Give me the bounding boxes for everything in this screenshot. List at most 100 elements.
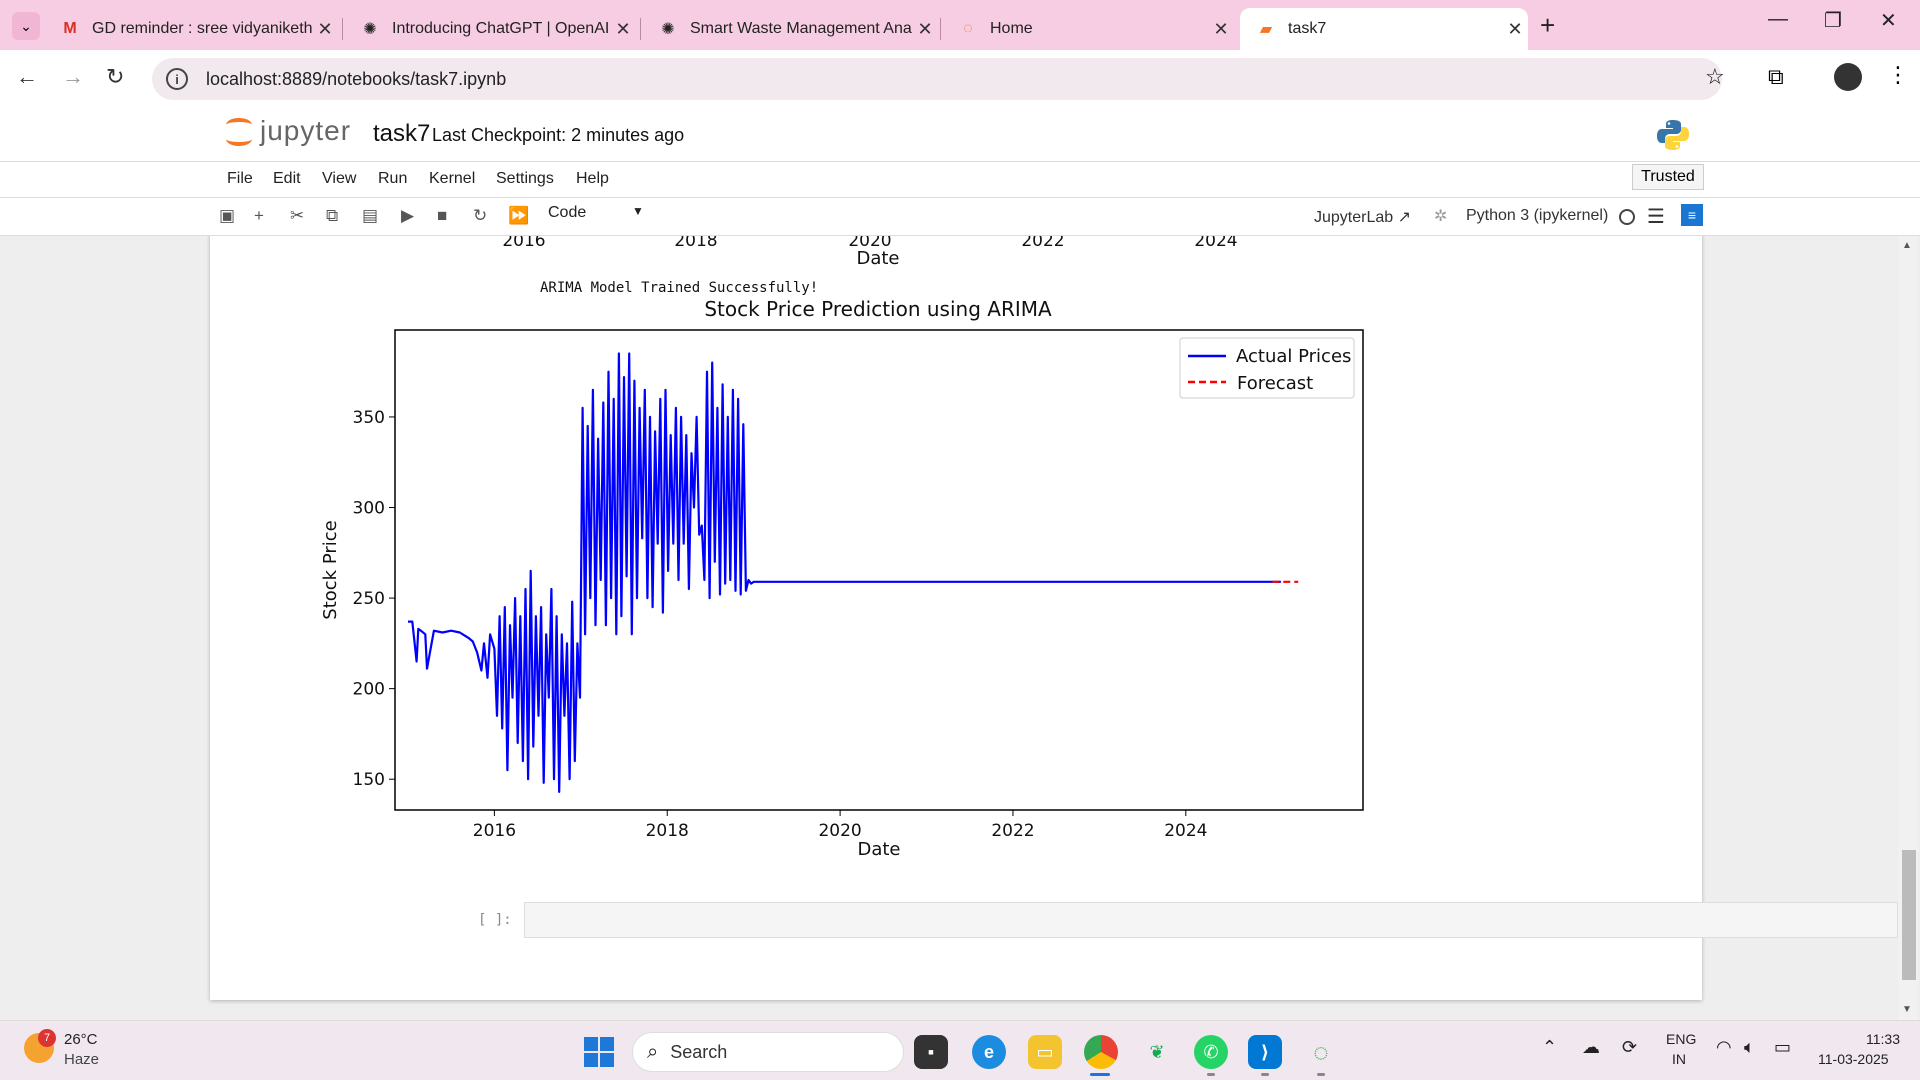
prev-x-axis-label: Date	[856, 248, 899, 266]
language-indicator[interactable]: ENG	[1666, 1031, 1697, 1047]
restart-icon[interactable]: ↻	[473, 206, 488, 225]
jupyter-menubar: File Edit View Run Kernel Settings Help …	[0, 162, 1920, 198]
add-cell-icon[interactable]: +	[254, 206, 264, 225]
minimize-button[interactable]: —	[1768, 8, 1788, 31]
edge-icon[interactable]: e	[972, 1035, 1006, 1069]
tab-openai[interactable]: ✺ Introducing ChatGPT | OpenAI ✕	[344, 8, 636, 50]
kernel-name[interactable]: Python 3 (ipykernel)	[1466, 207, 1609, 224]
prev-tick-label: 2020	[848, 236, 891, 251]
table-of-contents-icon[interactable]: ≡	[1681, 204, 1703, 226]
menu-help[interactable]: Help	[576, 170, 609, 187]
jupyter-logo-icon	[224, 114, 254, 148]
cell-type-select[interactable]: Code ▼	[548, 204, 644, 221]
series-line-actual-prices	[408, 352, 1281, 793]
info-icon[interactable]: i	[166, 68, 188, 90]
tab-chatgpt[interactable]: ✺ Smart Waste Management Anal ✕	[642, 8, 938, 50]
tab-search-button[interactable]: ⌄	[12, 12, 40, 40]
start-button[interactable]	[584, 1037, 614, 1067]
chrome-icon[interactable]	[1084, 1035, 1118, 1069]
menu-kernel[interactable]: Kernel	[429, 170, 476, 187]
close-icon[interactable]: ✕	[1507, 18, 1523, 39]
restore-button[interactable]: ❐	[1824, 8, 1842, 33]
reload-button[interactable]: ↻	[106, 64, 124, 90]
cloud-icon[interactable]: ☁	[1582, 1037, 1600, 1057]
weather-temperature[interactable]: 26°C	[64, 1031, 98, 1048]
address-bar[interactable]: i localhost:8889/notebooks/task7.ipynb	[152, 58, 1722, 100]
notebook-area[interactable]: 2016 2018 2020 2022 2024 Date ARIMA Mode…	[0, 236, 1920, 1020]
clock-time[interactable]: 11:33	[1866, 1031, 1900, 1047]
windows-taskbar: 7 26°C Haze ⌕ Search ▪ e ▭ ❦ ✆ ⟩ ◌ ⌃ ☁ ⟳…	[0, 1020, 1920, 1080]
menu-run[interactable]: Run	[378, 170, 408, 187]
x-axis-label: Date	[857, 839, 900, 860]
more-vertical-icon[interactable]: ⋮	[1887, 62, 1909, 87]
save-icon[interactable]: ▣	[219, 206, 236, 225]
copy-icon[interactable]: ⧉	[326, 206, 339, 225]
url-text: localhost:8889/notebooks/task7.ipynb	[206, 68, 507, 89]
region-indicator[interactable]: IN	[1672, 1051, 1686, 1067]
stop-icon[interactable]: ■	[437, 206, 448, 225]
prev-tick-label: 2018	[674, 236, 717, 251]
menu-file[interactable]: File	[227, 170, 253, 187]
scroll-up-icon[interactable]: ▲	[1902, 240, 1912, 251]
menu-list-icon[interactable]: ☰	[1647, 206, 1665, 228]
clock-date[interactable]: 11-03-2025	[1818, 1051, 1889, 1067]
volume-icon[interactable]: 🔈︎	[1744, 1037, 1755, 1057]
cut-icon[interactable]: ✂	[290, 206, 305, 225]
close-icon[interactable]: ✕	[615, 18, 631, 39]
file-explorer-dark-icon[interactable]: ▪	[914, 1035, 948, 1069]
y-tick-label: 150	[353, 770, 385, 790]
scrollbar-thumb[interactable]	[1902, 850, 1916, 980]
close-icon[interactable]: ✕	[317, 18, 333, 39]
browser-toolbar: ← → ↻ i localhost:8889/notebooks/task7.i…	[0, 50, 1920, 108]
run-icon[interactable]: ▶	[401, 206, 415, 225]
spinner-app-icon[interactable]: ◌	[1313, 1036, 1329, 1067]
paste-icon[interactable]: ▤	[362, 206, 379, 225]
bookmark-star-icon[interactable]: ☆	[1705, 64, 1725, 89]
empty-code-cell[interactable]	[524, 902, 1898, 938]
tab-home[interactable]: ◌ Home ✕	[942, 8, 1234, 50]
vscode-icon[interactable]: ⟩	[1248, 1035, 1282, 1069]
chevron-up-icon[interactable]: ⌃	[1542, 1037, 1558, 1057]
weather-condition[interactable]: Haze	[64, 1051, 100, 1068]
chatgpt-icon: ✺	[661, 21, 675, 38]
notebook-title[interactable]: task7	[373, 120, 431, 147]
gear-icon[interactable]: ✲	[1434, 208, 1448, 225]
new-tab-button[interactable]: +	[1540, 10, 1555, 41]
y-tick-label: 200	[353, 680, 385, 700]
restore-icon: ❐	[1824, 10, 1842, 32]
fast-forward-icon[interactable]: ⏩	[508, 206, 530, 225]
battery-icon[interactable]: ▭	[1774, 1037, 1792, 1057]
x-tick-label: 2018	[646, 821, 689, 841]
folder-icon[interactable]: ▭	[1028, 1035, 1062, 1069]
jupyter-logo[interactable]: jupyter	[224, 114, 351, 148]
notebook-icon: ▰	[1259, 21, 1273, 38]
extensions-icon[interactable]: ⧉	[1768, 64, 1784, 89]
jupyter-header: jupyter task7 Last Checkpoint: 2 minutes…	[0, 108, 1920, 162]
y-axis: 150 200 250 300 350	[353, 408, 395, 790]
menu-view[interactable]: View	[322, 170, 357, 187]
scrollbar[interactable]	[1898, 236, 1918, 1020]
scroll-down-icon[interactable]: ▼	[1902, 1004, 1912, 1015]
wifi-icon[interactable]: ◠	[1716, 1037, 1732, 1057]
jupyterlab-link[interactable]: JupyterLab ↗	[1314, 209, 1412, 226]
close-icon[interactable]: ✕	[1213, 18, 1229, 39]
whatsapp-icon[interactable]: ✆	[1194, 1035, 1228, 1069]
avatar[interactable]	[1834, 63, 1862, 91]
sync-icon[interactable]: ⟳	[1622, 1037, 1638, 1057]
x-tick-label: 2020	[818, 821, 861, 841]
arrow-right-icon: →	[62, 64, 84, 89]
chevron-down-icon: ⌄	[20, 17, 32, 34]
forward-button[interactable]: →	[62, 64, 84, 90]
trusted-indicator[interactable]: Trusted	[1632, 164, 1704, 190]
close-window-button[interactable]: ✕	[1880, 8, 1897, 33]
close-icon[interactable]: ✕	[917, 18, 933, 39]
menu-settings[interactable]: Settings	[496, 170, 554, 187]
tab-task7[interactable]: ▰ task7 ✕	[1240, 8, 1528, 50]
back-button[interactable]: ←	[16, 64, 38, 90]
mongodb-icon[interactable]: ❦	[1149, 1041, 1165, 1062]
taskbar-search[interactable]: ⌕ Search	[632, 1032, 904, 1072]
menu-edit[interactable]: Edit	[273, 170, 301, 187]
legend-label-actual: Actual Prices	[1236, 346, 1351, 367]
openai-icon: ✺	[363, 21, 377, 38]
tab-gmail[interactable]: M GD reminder : sree vidyaniketha ✕	[44, 8, 338, 50]
